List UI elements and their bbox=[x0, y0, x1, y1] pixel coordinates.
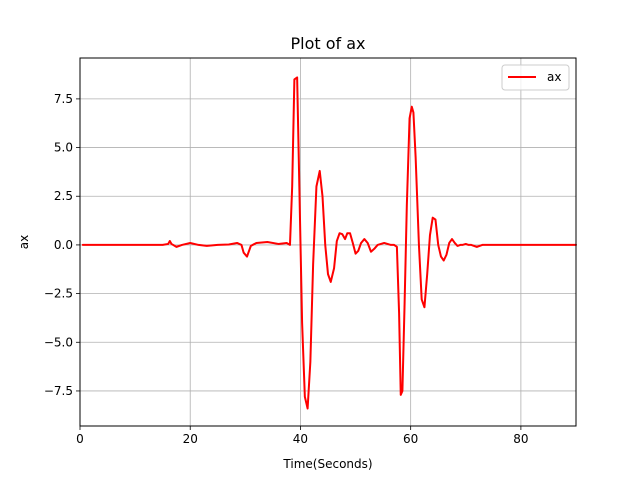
x-tick-label: 60 bbox=[403, 432, 418, 446]
y-tick-label: −5.0 bbox=[44, 335, 73, 349]
legend: ax bbox=[501, 64, 570, 91]
x-axis-label: Time(Seconds) bbox=[282, 457, 372, 471]
plot-frame bbox=[79, 57, 577, 427]
axis-ticks: 0 20 40 60 80 −7.5 −5.0 −2.5 0.0 2.5 5.0 7.5 bbox=[44, 92, 529, 446]
x-tick-label: 0 bbox=[76, 432, 84, 446]
chart-title: Plot of ax bbox=[290, 34, 365, 53]
y-tick-label: 0.0 bbox=[54, 238, 73, 252]
x-tick-label: 40 bbox=[293, 432, 308, 446]
y-tick-label: 7.5 bbox=[54, 92, 73, 106]
y-tick-label: −7.5 bbox=[44, 384, 73, 398]
legend-label-ax: ax bbox=[547, 70, 561, 84]
y-tick-label: 5.0 bbox=[54, 141, 73, 155]
plot-lines bbox=[81, 76, 577, 410]
y-tick-label: 2.5 bbox=[54, 189, 73, 203]
y-tick-label: −2.5 bbox=[44, 287, 73, 301]
x-tick-label: 80 bbox=[513, 432, 528, 446]
x-tick-label: 20 bbox=[183, 432, 198, 446]
series-line-ax bbox=[81, 76, 577, 410]
y-axis-label: ax bbox=[17, 235, 31, 249]
